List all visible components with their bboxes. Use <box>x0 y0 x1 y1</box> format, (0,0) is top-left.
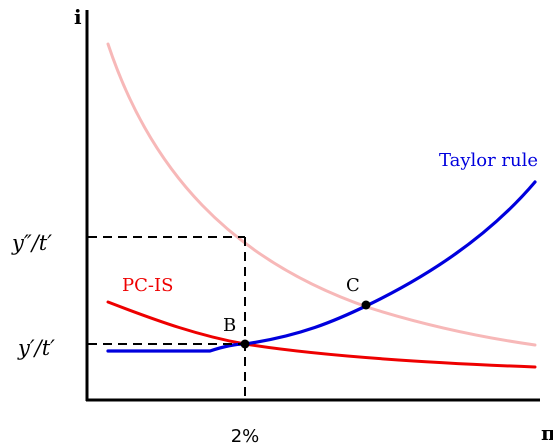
taylor-rule-label: Taylor rule <box>439 150 538 171</box>
y-axis-label: i <box>74 5 82 29</box>
axes <box>85 10 540 402</box>
taylor-rule-curve <box>106 180 537 353</box>
point-c-marker <box>361 300 371 310</box>
y-tick-label-high: y″/t′ <box>11 231 52 255</box>
x-axis-label: π <box>541 421 553 445</box>
point-c-label: C <box>346 275 360 296</box>
point-b-marker <box>240 339 250 349</box>
pc-is-shifted-curve <box>106 42 537 347</box>
guide-lines <box>88 236 246 400</box>
point-b-label: B <box>223 315 236 336</box>
x-tick-label-2pct: 2% <box>231 426 260 447</box>
pc-is-curve <box>106 300 537 369</box>
y-tick-label-low: y′/t′ <box>17 336 55 360</box>
pc-is-label: PC-IS <box>122 275 173 296</box>
